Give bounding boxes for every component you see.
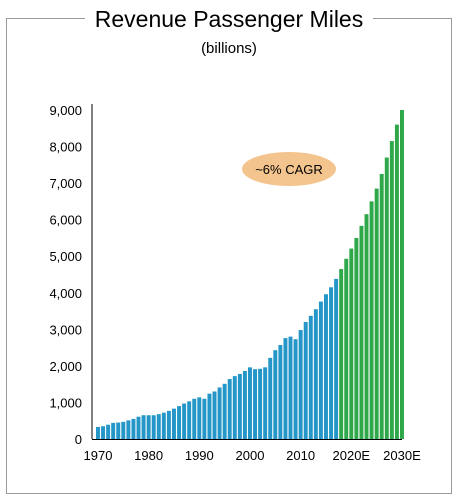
bar-historical: [212, 391, 217, 439]
bars: [96, 110, 404, 440]
y-tick-label: 1,000: [49, 395, 82, 410]
bar-historical: [242, 371, 247, 439]
bar-forecast: [339, 269, 344, 439]
y-tick-label: 9,000: [49, 103, 82, 118]
bar-historical: [217, 387, 222, 439]
y-tick-label: 0: [75, 432, 82, 447]
y-tick-label: 6,000: [49, 213, 82, 228]
chart-title-wrap: Revenue Passenger Miles: [0, 0, 458, 40]
bar-historical: [303, 322, 308, 439]
bar-historical: [258, 368, 263, 439]
bar-historical: [334, 278, 339, 439]
y-tick-label: 7,000: [49, 176, 82, 191]
y-tick-label: 3,000: [49, 322, 82, 337]
chart-subtitle: (billions): [201, 40, 257, 57]
bar-historical: [126, 420, 131, 439]
bar-historical: [106, 424, 111, 439]
cagr-badge-ellipse: [242, 152, 336, 186]
bar-historical: [166, 410, 171, 439]
bar-forecast: [364, 214, 369, 439]
bar-forecast: [354, 237, 359, 439]
bar-historical: [192, 398, 197, 439]
bar-historical: [324, 294, 328, 439]
bar-historical: [136, 416, 141, 439]
bar-historical: [318, 301, 323, 439]
x-tick-label: 2020E: [333, 448, 371, 463]
x-tick-label: 2010: [286, 448, 315, 463]
bar-historical: [298, 330, 303, 439]
y-tick-label: 5,000: [49, 249, 82, 264]
bar-historical: [141, 415, 146, 439]
x-tick-label: 1980: [134, 448, 163, 463]
bar-historical: [96, 426, 100, 439]
bar-forecast: [394, 124, 399, 440]
bar-historical: [288, 336, 293, 439]
bar-forecast: [400, 110, 404, 439]
bar-historical: [131, 418, 136, 439]
bar-historical: [248, 367, 252, 439]
bar-forecast: [374, 188, 379, 439]
bar-historical: [222, 383, 227, 439]
bar-forecast: [359, 225, 364, 439]
bar-historical: [177, 406, 182, 439]
bar-historical: [197, 397, 202, 439]
bar-historical: [293, 339, 298, 439]
x-tick-label: 2000: [236, 448, 265, 463]
x-tick-label: 1970: [84, 448, 113, 463]
bar-historical: [182, 403, 187, 439]
x-tick-label: 2030E: [383, 448, 421, 463]
cagr-badge: ~6% CAGR: [242, 152, 336, 186]
bar-historical: [227, 379, 232, 439]
bar-forecast: [384, 157, 389, 439]
bar-historical: [187, 401, 192, 439]
bar-historical: [313, 309, 318, 439]
y-tick-label: 4,000: [49, 286, 82, 301]
cagr-badge-label: ~6% CAGR: [255, 162, 323, 177]
bar-historical: [161, 412, 166, 439]
bar-historical: [156, 414, 161, 439]
chart-title: Revenue Passenger Miles: [84, 1, 374, 37]
bar-historical: [101, 426, 106, 439]
bar-historical: [116, 422, 121, 439]
bar-forecast: [369, 201, 374, 439]
bar-historical: [237, 373, 242, 439]
bar-historical: [121, 421, 126, 439]
bar-historical: [278, 345, 283, 439]
bar-historical: [146, 415, 151, 439]
bar-historical: [232, 376, 237, 439]
y-tick-label: 2,000: [49, 359, 82, 374]
bar-historical: [172, 408, 176, 439]
bar-forecast: [379, 173, 384, 439]
bar-historical: [111, 422, 116, 439]
bar-forecast: [389, 141, 394, 439]
y-tick-label: 8,000: [49, 140, 82, 155]
bar-historical: [253, 369, 258, 439]
bar-historical: [263, 367, 268, 439]
axes: 0 1,000 2,000 3,000 4,000 5,000 6,000 7,000 8,00…: [49, 103, 421, 463]
bar-forecast: [344, 258, 349, 439]
bar-historical: [151, 415, 156, 439]
bar-historical: [207, 393, 212, 439]
bar-historical: [202, 398, 207, 439]
bar-historical: [329, 287, 334, 439]
bar-historical: [268, 357, 273, 439]
bar-historical: [308, 315, 313, 439]
bar-forecast: [349, 248, 354, 439]
x-tick-label: 1990: [185, 448, 214, 463]
bar-historical: [273, 350, 278, 439]
bar-historical: [283, 338, 288, 439]
